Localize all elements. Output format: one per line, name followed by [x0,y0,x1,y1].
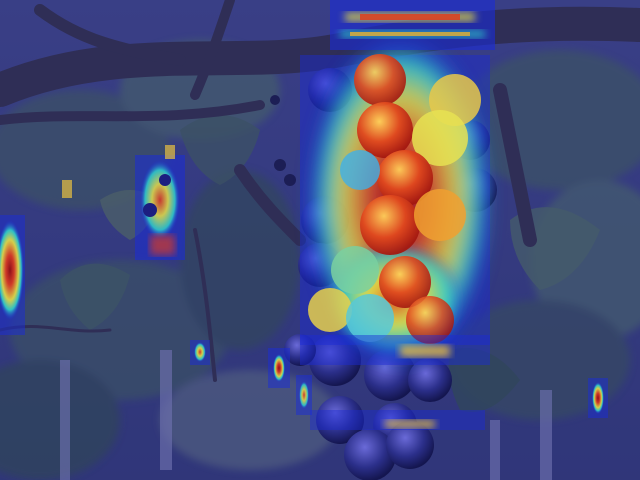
heat-main-cluster [300,30,495,370]
heat-far-left [0,215,25,335]
heat-small-patches [62,145,608,418]
heat-bottom-band [300,335,490,430]
vine-branches [0,0,640,382]
heat-top-band [330,0,495,50]
heat-left-cluster [135,155,185,260]
